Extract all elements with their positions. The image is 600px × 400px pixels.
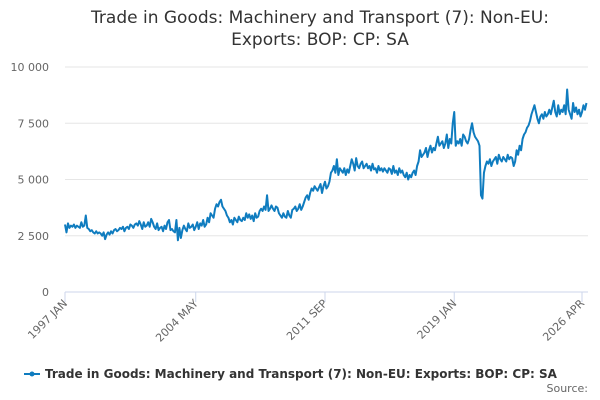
x-tick-label: 1997 JAN	[25, 297, 70, 342]
source: Source:	[547, 382, 589, 395]
x-tick-label: 2019 JAN	[415, 297, 460, 342]
legend-marker	[29, 371, 35, 377]
line-series	[64, 88, 588, 242]
y-tick-label: 2 500	[18, 230, 50, 243]
y-tick-label: 7 500	[18, 117, 50, 130]
y-tick-label: 5 000	[18, 174, 50, 187]
x-tick-label: 2026 APR	[540, 297, 587, 344]
legend-label: Trade in Goods: Machinery and Transport …	[45, 367, 558, 381]
x-tick-label: 2011 SEP	[284, 297, 330, 343]
y-tick-label: 0	[42, 286, 49, 299]
x-tick-label: 2004 MAY	[153, 297, 201, 345]
chart-title: Trade in Goods: Machinery and Transport …	[90, 8, 549, 50]
y-tick-label: 10 000	[11, 61, 50, 74]
